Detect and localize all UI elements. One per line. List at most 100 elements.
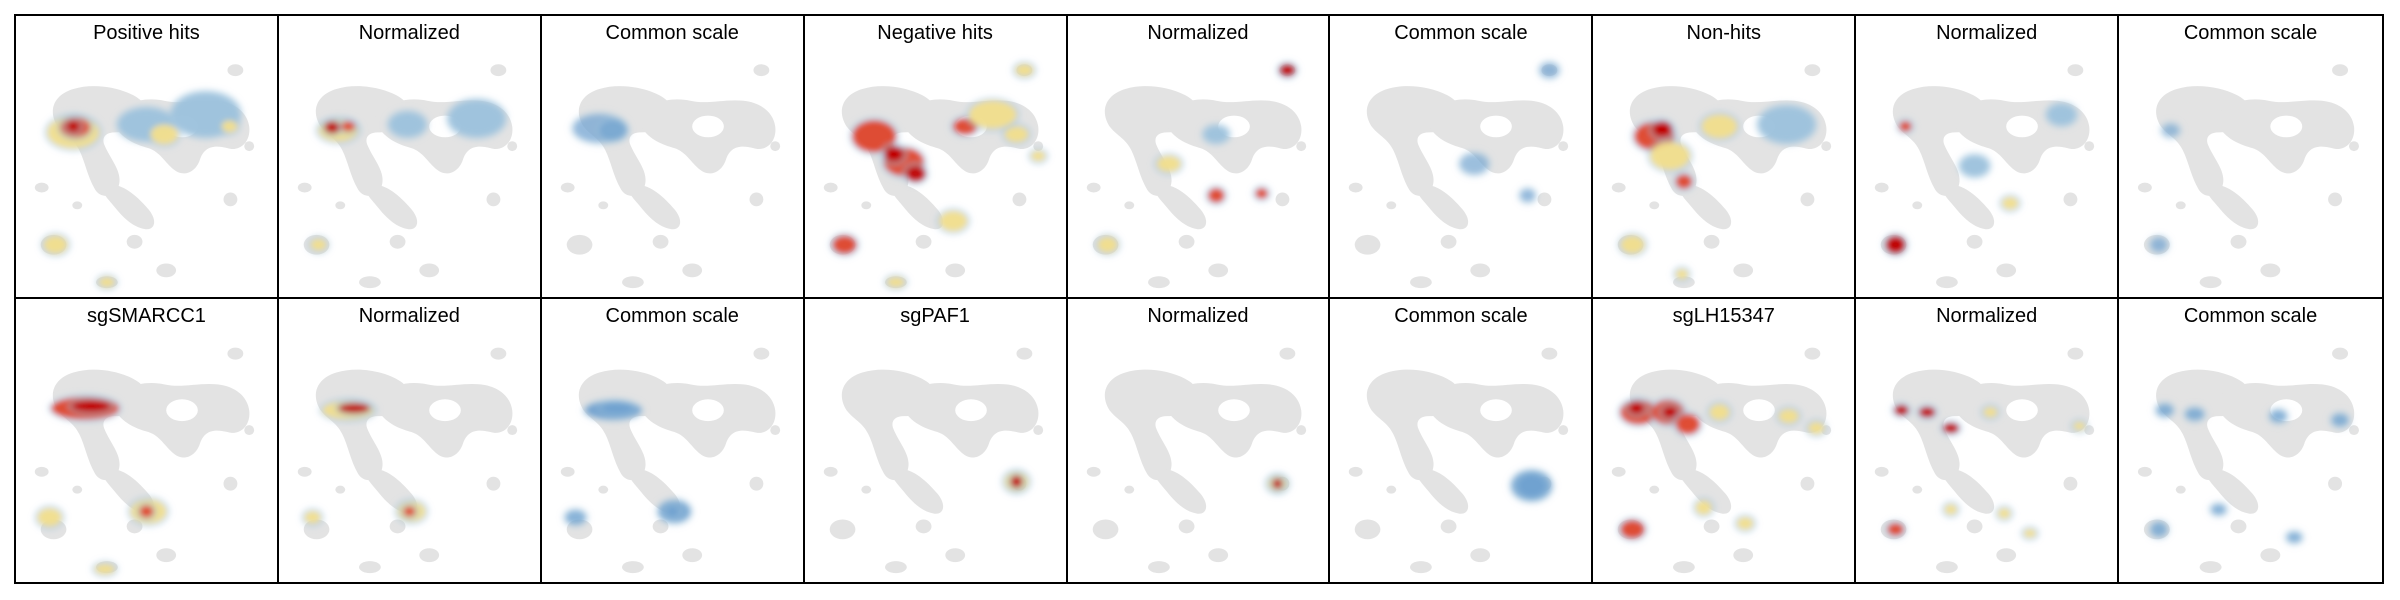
density-plot bbox=[34, 64, 255, 292]
density-plot bbox=[1349, 347, 1569, 574]
umap-panel: Normalized bbox=[279, 299, 542, 582]
umap-panel: Normalized bbox=[1856, 299, 2120, 582]
cell-cluster bbox=[621, 276, 644, 289]
density-plot bbox=[1086, 347, 1306, 574]
density-plot bbox=[1874, 347, 2095, 574]
cell-cluster bbox=[1386, 485, 1397, 494]
cell-cluster bbox=[2199, 276, 2222, 289]
density-hotspot bbox=[1156, 156, 1181, 172]
cell-cluster bbox=[915, 519, 932, 534]
cell-cluster bbox=[1733, 548, 1754, 563]
density-hotspot bbox=[1676, 269, 1689, 280]
cell-cluster bbox=[1743, 399, 1776, 422]
panel-title: Common scale bbox=[1394, 305, 1528, 327]
panel-title: Normalized bbox=[1936, 305, 2038, 327]
cell-cluster bbox=[486, 476, 501, 491]
cell-cluster bbox=[335, 485, 346, 494]
density-hotspot bbox=[1272, 478, 1282, 489]
density-hotspot bbox=[1759, 106, 1815, 143]
cell-cluster bbox=[1355, 234, 1381, 255]
density-hotspot bbox=[338, 403, 370, 414]
cell-cluster bbox=[1016, 347, 1032, 360]
density-hotspot bbox=[43, 235, 68, 254]
cell-cluster bbox=[1386, 201, 1397, 210]
cell-cluster bbox=[490, 64, 507, 77]
density-hotspot bbox=[1885, 235, 1906, 254]
umap-panel: sgPAF1 bbox=[805, 299, 1068, 582]
density-hotspot bbox=[2211, 504, 2226, 515]
cell-cluster bbox=[1673, 561, 1696, 574]
cell-cluster bbox=[72, 201, 83, 210]
cell-cluster bbox=[682, 263, 702, 278]
density-layer bbox=[828, 60, 1049, 292]
umap-panel: Positive hits bbox=[16, 16, 279, 299]
panel-title: Common scale bbox=[1394, 22, 1528, 44]
density-hotspot bbox=[1899, 121, 1912, 132]
density-hotspot bbox=[99, 277, 115, 288]
density-layer bbox=[1508, 466, 1556, 505]
cell-cluster bbox=[944, 263, 965, 278]
cell-cluster bbox=[1912, 485, 1923, 494]
density-hotspot bbox=[599, 120, 627, 141]
cell-cluster bbox=[1649, 201, 1660, 210]
umap-panel: Negative hits bbox=[804, 16, 1068, 299]
cell-cluster bbox=[560, 182, 575, 193]
cell-cloud bbox=[297, 347, 518, 574]
density-hotspot bbox=[1255, 188, 1268, 199]
density-hotspot bbox=[886, 277, 905, 288]
cell-cluster bbox=[770, 141, 780, 152]
density-hotspot bbox=[2287, 532, 2302, 543]
umap-panel: Common scale bbox=[1330, 299, 1594, 582]
cell-cluster bbox=[829, 519, 856, 540]
cell-cluster bbox=[156, 263, 177, 278]
cell-cluster bbox=[1800, 476, 1815, 491]
cell-cluster bbox=[2175, 485, 2186, 494]
cell-cluster bbox=[823, 182, 838, 193]
cell-cluster bbox=[2199, 561, 2222, 574]
cell-cluster bbox=[1612, 182, 1626, 193]
cell-cluster bbox=[1147, 561, 1170, 574]
cell-cloud bbox=[1612, 347, 1832, 574]
cell-cluster bbox=[2230, 234, 2247, 249]
density-hotspot bbox=[1620, 520, 1645, 539]
cell-cluster bbox=[1649, 485, 1660, 494]
panel-title: Normalized bbox=[1147, 22, 1249, 44]
cell-cluster bbox=[1355, 519, 1381, 540]
cell-cluster bbox=[2084, 141, 2095, 152]
cell-cluster bbox=[1733, 263, 1754, 278]
density-hotspot bbox=[1620, 235, 1645, 254]
cell-cluster bbox=[419, 263, 439, 278]
density-layer bbox=[1093, 60, 1299, 257]
cell-cluster bbox=[860, 201, 871, 210]
cell-cluster bbox=[691, 115, 724, 138]
cell-cloud bbox=[1086, 347, 1306, 574]
density-hotspot bbox=[1779, 409, 1799, 424]
umap-panel: Common scale bbox=[541, 16, 805, 299]
density-plot bbox=[1874, 64, 2095, 289]
density-plot bbox=[297, 347, 518, 574]
cell-cluster bbox=[389, 234, 406, 249]
density-hotspot bbox=[905, 165, 926, 182]
panel-title: Common scale bbox=[2183, 22, 2318, 44]
cell-cluster bbox=[753, 347, 770, 360]
cell-cluster bbox=[1155, 469, 1206, 514]
umap-panel: Normalized bbox=[1856, 16, 2120, 299]
density-hotspot bbox=[1696, 500, 1712, 515]
density-hotspot bbox=[1279, 64, 1295, 77]
density-plot bbox=[297, 64, 518, 289]
cell-cloud bbox=[2138, 64, 2360, 289]
cell-cloud bbox=[823, 347, 1043, 574]
cell-cluster bbox=[2260, 263, 2281, 278]
cell-cloud bbox=[1086, 64, 1306, 289]
density-hotspot bbox=[2332, 414, 2349, 427]
cell-cluster bbox=[691, 399, 724, 422]
density-hotspot bbox=[1010, 475, 1023, 488]
density-hotspot bbox=[2047, 104, 2076, 125]
cell-cluster bbox=[1804, 64, 1821, 77]
cell-cluster bbox=[103, 184, 155, 230]
panel-title: Common scale bbox=[2183, 305, 2318, 327]
cell-cluster bbox=[1966, 519, 1983, 534]
density-hotspot bbox=[221, 120, 238, 133]
density-layer bbox=[1263, 471, 1291, 496]
density-layer bbox=[306, 96, 509, 255]
